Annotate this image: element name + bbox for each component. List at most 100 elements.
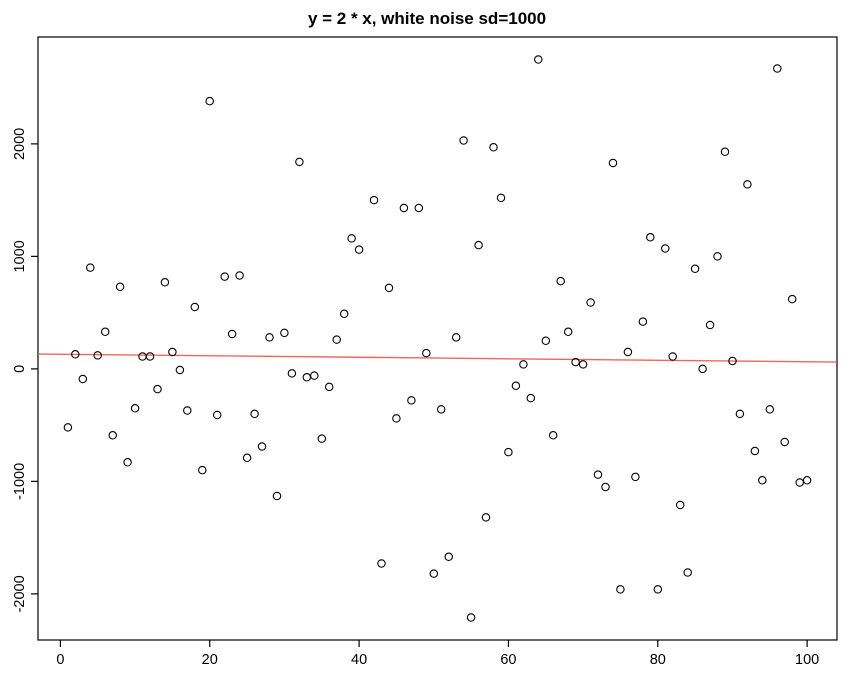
regression-line (37, 353, 838, 363)
data-point (212, 410, 222, 420)
data-point (287, 369, 297, 378)
data-point (324, 382, 334, 392)
data-point (160, 278, 170, 287)
data-point (108, 431, 117, 440)
data-point (466, 613, 476, 622)
data-point (377, 559, 386, 568)
data-point (608, 158, 618, 168)
data-point (728, 356, 737, 366)
data-point (765, 405, 775, 414)
data-point (638, 317, 648, 326)
data-point (623, 347, 633, 357)
data-point (369, 195, 379, 205)
data-point (496, 193, 506, 203)
data-point (646, 233, 655, 242)
data-point (175, 365, 185, 375)
data-points-layer (63, 55, 812, 622)
data-point (586, 298, 595, 307)
data-point (571, 357, 580, 367)
data-point (115, 282, 125, 292)
data-point (153, 384, 162, 394)
x-tick-label: 100 (795, 652, 819, 668)
data-point (422, 348, 431, 358)
data-point (444, 552, 453, 562)
data-point (100, 327, 110, 337)
data-point (392, 414, 401, 423)
data-point (720, 147, 730, 157)
data-point (429, 569, 439, 578)
data-point (198, 465, 207, 475)
y-tick-label: -2000 (12, 575, 28, 612)
plot-border (37, 36, 838, 641)
data-point (123, 458, 132, 467)
data-point (347, 234, 356, 243)
data-point (339, 309, 349, 319)
data-point (690, 264, 700, 274)
data-point (631, 472, 640, 482)
data-point (272, 491, 282, 501)
x-tick-label: 0 (56, 652, 64, 668)
data-point (86, 263, 95, 272)
data-point (735, 409, 745, 419)
data-point (399, 203, 409, 213)
data-point (436, 405, 446, 414)
data-point (548, 431, 558, 440)
data-point (317, 434, 327, 443)
x-tick-label: 60 (500, 652, 516, 668)
data-point (593, 470, 603, 479)
data-point (354, 245, 364, 254)
data-point (384, 283, 394, 293)
data-point (802, 476, 812, 485)
x-tick-label: 20 (202, 652, 218, 668)
data-point (541, 336, 551, 346)
data-point (661, 244, 670, 253)
data-point (63, 423, 73, 432)
data-point (138, 352, 147, 361)
data-point (795, 478, 804, 487)
data-point (713, 252, 722, 261)
data-point (227, 329, 237, 339)
data-point (534, 55, 543, 64)
data-point (145, 352, 155, 361)
data-point (653, 585, 663, 594)
y-tick-label: -1000 (12, 463, 28, 500)
data-point (758, 476, 767, 485)
data-point (168, 347, 177, 357)
data-point (205, 96, 214, 106)
data-point (414, 203, 424, 213)
data-point (130, 404, 140, 413)
data-point (280, 328, 289, 338)
data-point (78, 374, 88, 384)
data-point (295, 157, 304, 167)
data-point (235, 271, 244, 280)
data-point (250, 409, 259, 419)
chart-title: y = 2 * x, white noise sd=1000 (308, 9, 546, 28)
data-point (743, 180, 752, 189)
data-point (526, 393, 536, 403)
data-point (459, 136, 468, 145)
data-point (302, 373, 312, 382)
data-point (578, 360, 588, 369)
data-point (698, 364, 707, 374)
data-point (511, 381, 521, 391)
data-point (489, 143, 498, 152)
data-point (773, 64, 782, 73)
data-point (183, 406, 192, 415)
data-point (705, 320, 715, 330)
data-point (780, 437, 789, 447)
data-point (407, 396, 416, 405)
data-point (265, 333, 274, 342)
data-point (332, 335, 341, 344)
x-axis: 0 20 40 60 80 100 (56, 640, 819, 668)
data-point (683, 568, 692, 577)
y-tick-label: 2000 (12, 128, 28, 160)
data-point (601, 482, 610, 492)
data-point (310, 371, 319, 380)
data-point (220, 272, 229, 281)
data-point (242, 453, 252, 463)
data-point (750, 446, 760, 456)
data-point (93, 351, 102, 360)
x-tick-label: 40 (351, 652, 367, 668)
data-point (474, 240, 483, 250)
y-axis: -2000 -1000 0 1000 2000 (12, 128, 38, 612)
